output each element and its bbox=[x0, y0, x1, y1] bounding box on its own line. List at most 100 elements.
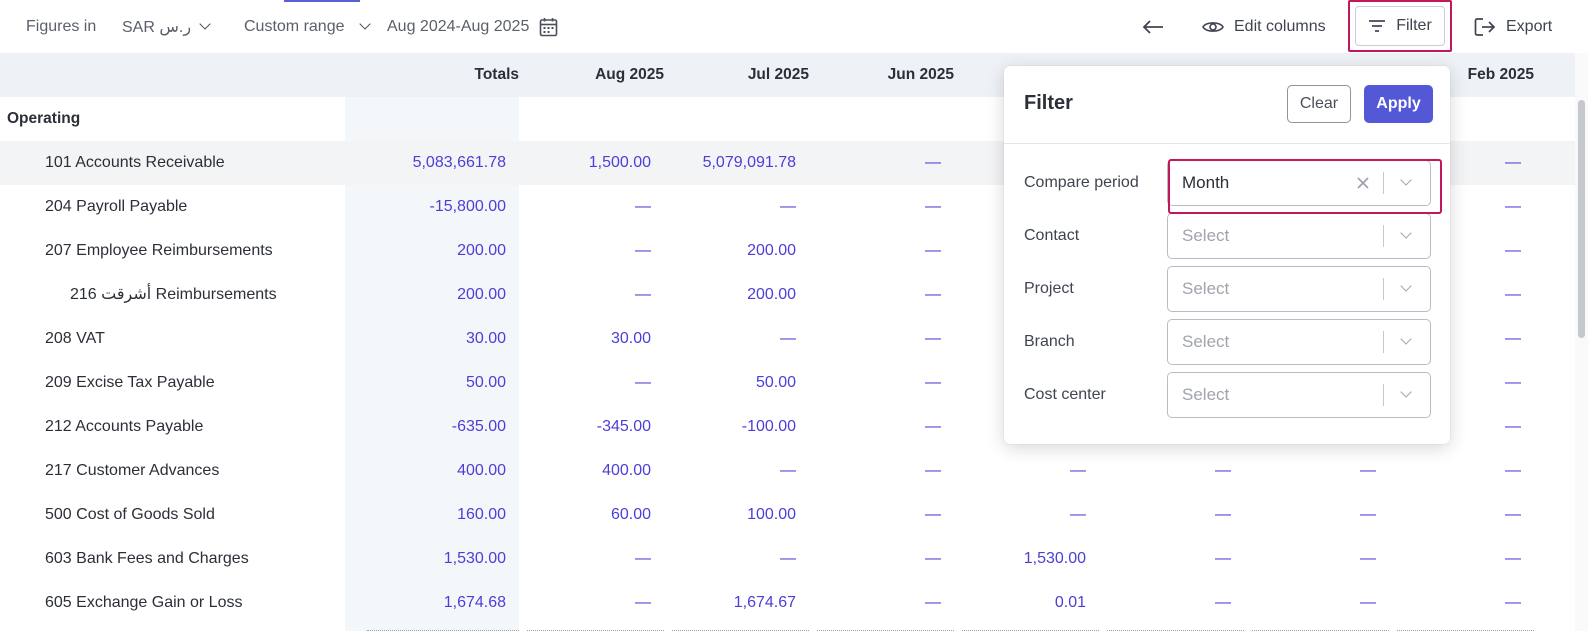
amount-cell: — bbox=[925, 242, 941, 259]
amount-cell: — bbox=[925, 374, 941, 391]
table-row[interactable]: 208 VAT 30.00 30.00 — — — bbox=[0, 317, 1575, 361]
date-range-preset-select[interactable]: Custom range bbox=[244, 0, 371, 53]
filter-button[interactable]: Filter bbox=[1355, 6, 1445, 46]
export-button[interactable]: Export bbox=[1474, 0, 1552, 53]
chevron-down-icon[interactable] bbox=[1400, 280, 1412, 292]
amount-cell: — bbox=[1070, 506, 1086, 523]
project-select[interactable]: Select bbox=[1167, 266, 1431, 312]
account-name: 603 Bank Fees and Charges bbox=[45, 550, 249, 567]
amount-cell: — bbox=[925, 286, 941, 303]
amount-cell[interactable]: 400.00 bbox=[602, 462, 651, 479]
amount-cell[interactable]: 200.00 bbox=[747, 286, 796, 303]
section-title: Operating bbox=[7, 110, 81, 127]
scrollbar-thumb[interactable] bbox=[1578, 100, 1585, 338]
branch-select[interactable]: Select bbox=[1167, 319, 1431, 365]
table-row[interactable]: 209 Excise Tax Payable 50.00 — 50.00 — — bbox=[0, 361, 1575, 405]
account-name: 204 Payroll Payable bbox=[45, 198, 188, 215]
chevron-down-icon[interactable] bbox=[1400, 227, 1412, 239]
amount-cell[interactable]: 1,674.67 bbox=[733, 594, 796, 611]
amount-cell: — bbox=[1215, 594, 1231, 611]
compare-period-select[interactable]: Month bbox=[1167, 160, 1431, 206]
project-placeholder: Select bbox=[1182, 279, 1230, 298]
amount-cell: — bbox=[1505, 330, 1521, 347]
amount-cell[interactable]: 1,500.00 bbox=[588, 154, 651, 171]
column-header: Totals bbox=[474, 66, 520, 83]
amount-cell[interactable]: 1,530.00 bbox=[1023, 550, 1086, 567]
table-row[interactable]: 207 Employee Reimbursements 200.00 — 200.00… bbox=[0, 229, 1575, 273]
table-row[interactable]: 605 Exchange Gain or Loss 1,674.68 — 1,674.… bbox=[0, 581, 1575, 625]
amount-cell: — bbox=[1360, 506, 1376, 523]
table-row[interactable]: 500 Cost of Goods Sold 160.00 60.00 100.00 —… bbox=[0, 493, 1575, 537]
date-range-preset-value: Custom range bbox=[244, 17, 345, 35]
amount-cell[interactable]: -635.00 bbox=[451, 418, 506, 435]
amount-cell[interactable]: 50.00 bbox=[465, 374, 506, 391]
chevron-down-icon[interactable] bbox=[1400, 333, 1412, 345]
amount-cell[interactable]: 50.00 bbox=[755, 374, 796, 391]
cost-center-select[interactable]: Select bbox=[1167, 372, 1431, 418]
date-range-value: Aug 2024-Aug 2025 bbox=[387, 17, 530, 35]
amount-cell[interactable]: 0.01 bbox=[1054, 594, 1086, 611]
table-row[interactable]: 204 Payroll Payable -15,800.00 — — — — bbox=[0, 185, 1575, 229]
amount-cell: — bbox=[1505, 550, 1521, 567]
branch-placeholder: Select bbox=[1182, 332, 1230, 351]
amount-cell: — bbox=[1070, 462, 1086, 479]
amount-cell: — bbox=[1505, 286, 1521, 303]
apply-button[interactable]: Apply bbox=[1364, 85, 1433, 123]
amount-cell[interactable]: 1,674.68 bbox=[443, 594, 506, 611]
amount-cell[interactable]: 5,079,091.78 bbox=[702, 154, 796, 171]
project-label: Project bbox=[1024, 280, 1074, 297]
amount-cell: — bbox=[780, 330, 796, 347]
amount-cell[interactable]: 100.00 bbox=[747, 506, 796, 523]
table-row[interactable]: 212 Accounts Payable -635.00 -345.00 -100.0… bbox=[0, 405, 1575, 449]
amount-cell[interactable]: 400.00 bbox=[457, 462, 506, 479]
amount-cell[interactable]: 30.00 bbox=[610, 330, 651, 347]
totals-column-background bbox=[345, 97, 519, 631]
filter-icon bbox=[1369, 20, 1386, 32]
amount-cell[interactable]: 30.00 bbox=[465, 330, 506, 347]
currency-value: SAR ر.س bbox=[122, 18, 192, 36]
date-range-picker[interactable]: Aug 2024-Aug 2025 bbox=[387, 0, 558, 53]
edit-columns-button[interactable]: Edit columns bbox=[1202, 0, 1326, 53]
clear-x-icon[interactable] bbox=[1354, 174, 1372, 192]
figures-in-label: Figures in bbox=[26, 17, 97, 35]
amount-cell[interactable]: 5,083,661.78 bbox=[412, 154, 506, 171]
filter-popover: Filter Clear Apply Compare period Month Co… bbox=[1004, 66, 1450, 444]
amount-cell: — bbox=[1215, 550, 1231, 567]
account-name: 217 Customer Advances bbox=[45, 462, 220, 479]
amount-cell: — bbox=[780, 462, 796, 479]
amount-cell: — bbox=[925, 462, 941, 479]
table-row[interactable]: 603 Bank Fees and Charges 1,530.00 — — — 1,53… bbox=[0, 537, 1575, 581]
amount-cell: — bbox=[780, 550, 796, 567]
contact-label: Contact bbox=[1024, 227, 1080, 244]
chevron-down-icon[interactable] bbox=[1400, 386, 1412, 398]
currency-select[interactable]: SAR ر.س bbox=[122, 0, 211, 53]
eye-icon bbox=[1202, 21, 1224, 32]
amount-cell: — bbox=[635, 242, 651, 259]
account-name: 101 Accounts Receivable bbox=[45, 154, 225, 171]
column-header: Jun 2025 bbox=[887, 66, 954, 83]
contact-select[interactable]: Select bbox=[1167, 213, 1431, 259]
back-button[interactable] bbox=[1142, 0, 1174, 53]
amount-cell[interactable]: 1,530.00 bbox=[443, 550, 506, 567]
chevron-down-icon[interactable] bbox=[1400, 174, 1412, 186]
table-row[interactable]: 216 أشرقت Reimbursements 200.00 — 200.00 — — bbox=[0, 273, 1575, 317]
amount-cell: — bbox=[1505, 506, 1521, 523]
column-header: Feb 2025 bbox=[1467, 66, 1534, 83]
amount-cell[interactable]: -15,800.00 bbox=[429, 198, 506, 215]
amount-cell: — bbox=[635, 374, 651, 391]
clear-button[interactable]: Clear bbox=[1287, 85, 1351, 123]
select-separator bbox=[1383, 278, 1384, 300]
amount-cell[interactable]: 160.00 bbox=[457, 506, 506, 523]
table-row[interactable]: 217 Customer Advances 400.00 400.00 — — — — — — bbox=[0, 449, 1575, 493]
amount-cell[interactable]: 200.00 bbox=[457, 242, 506, 259]
arrow-left-icon bbox=[1142, 19, 1163, 34]
amount-cell: — bbox=[1360, 462, 1376, 479]
amount-cell: — bbox=[1215, 506, 1231, 523]
amount-cell[interactable]: 200.00 bbox=[457, 286, 506, 303]
chevron-down-icon bbox=[358, 18, 371, 30]
amount-cell[interactable]: 60.00 bbox=[610, 506, 651, 523]
amount-cell[interactable]: 200.00 bbox=[747, 242, 796, 259]
amount-cell[interactable]: -345.00 bbox=[596, 418, 651, 435]
amount-cell[interactable]: -100.00 bbox=[741, 418, 796, 435]
cost-center-label: Cost center bbox=[1024, 386, 1106, 403]
